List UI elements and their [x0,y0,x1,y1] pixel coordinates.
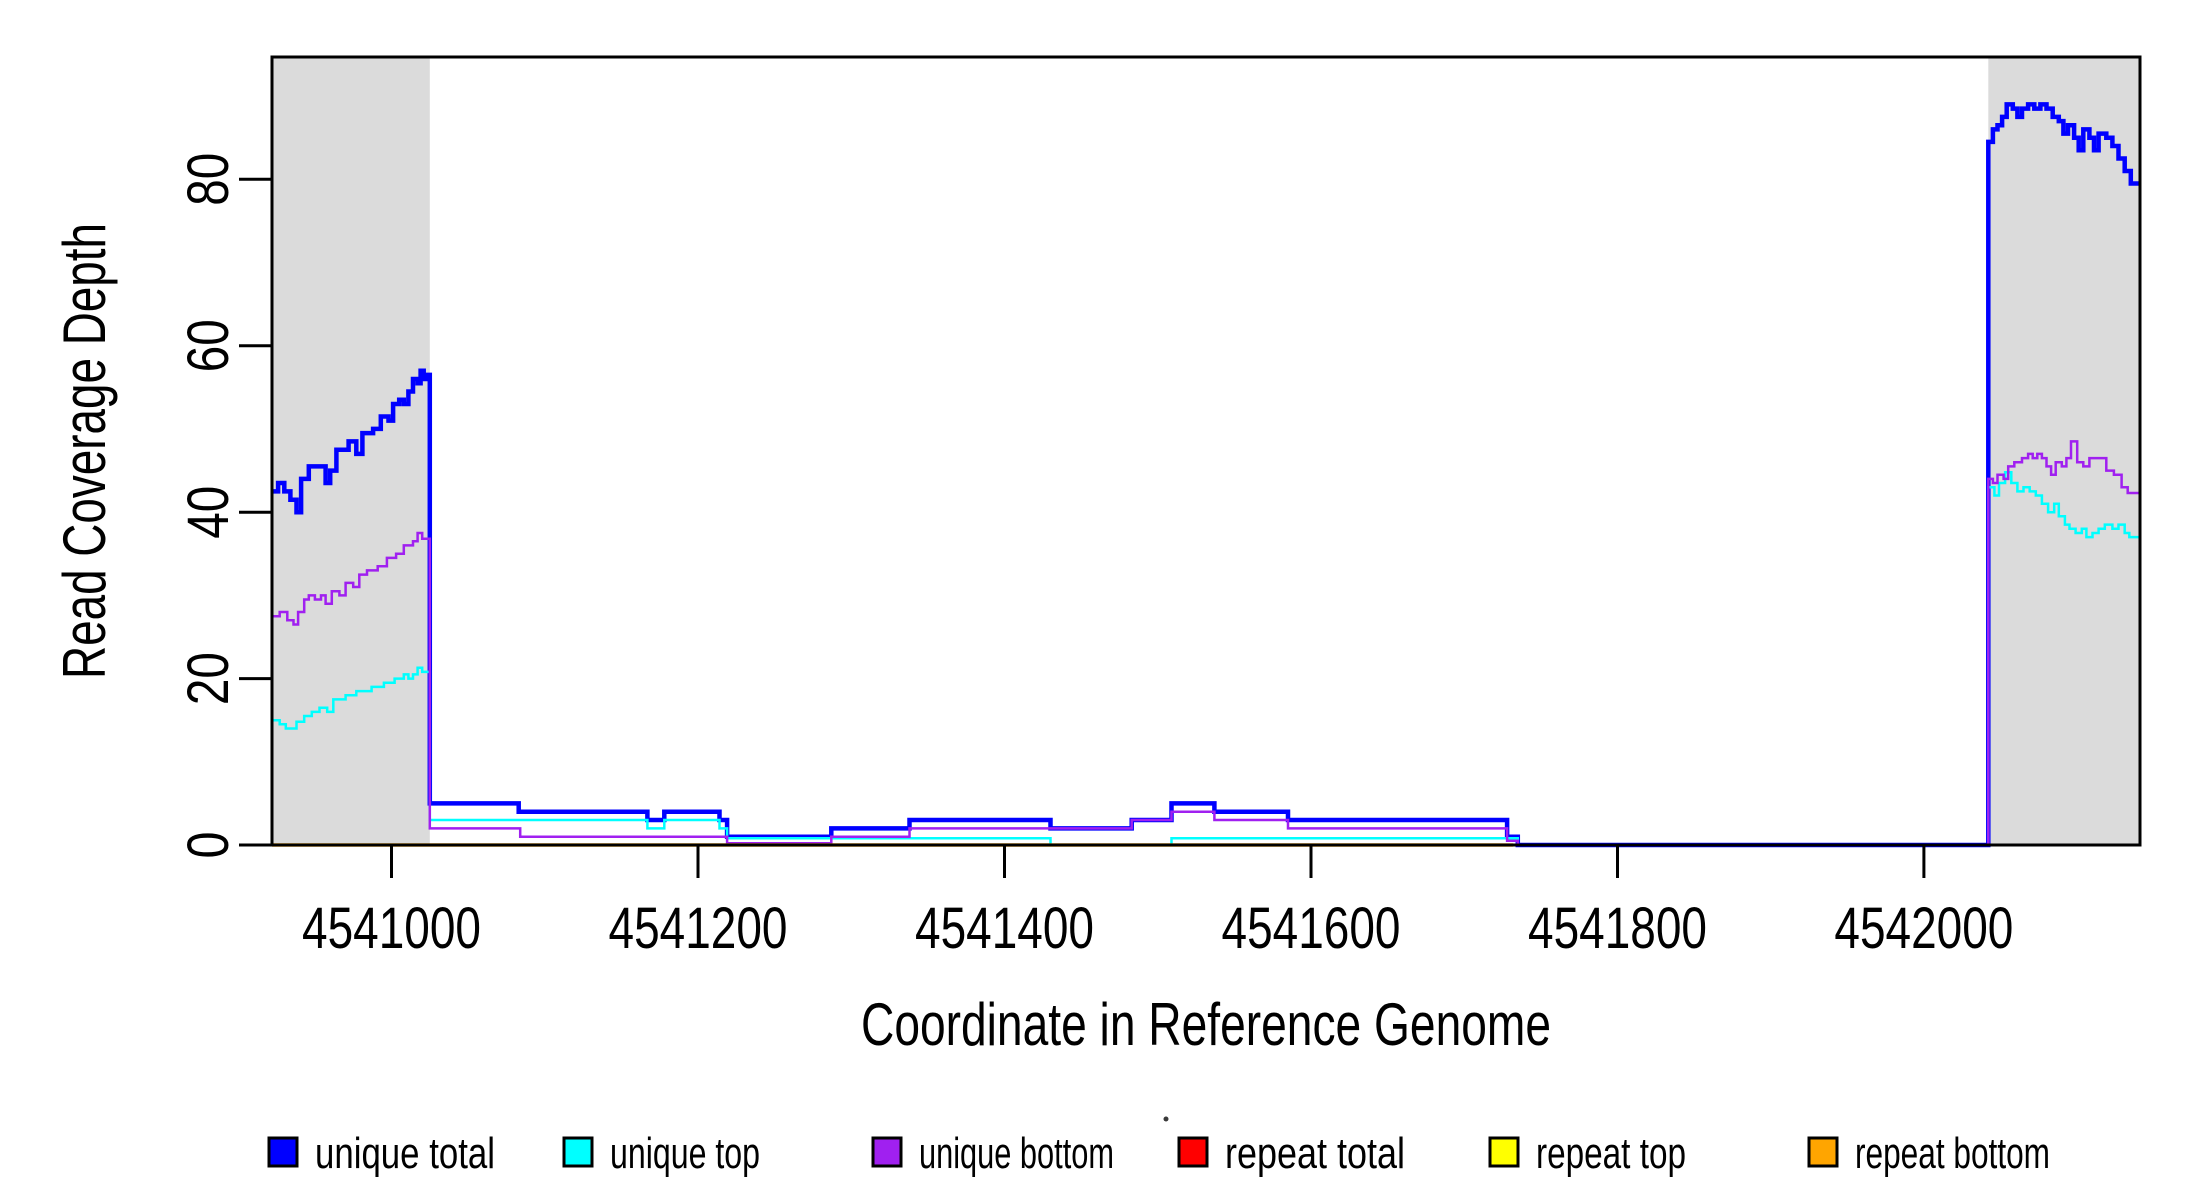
shaded-regions [272,57,2140,845]
legend-item-unique-top: unique top [562,1129,760,1178]
legend-swatch-repeat-top [1488,1136,1520,1168]
legend-label-unique-total: unique total [315,1129,495,1178]
legend-item-unique-total: unique total [267,1129,495,1178]
axes-frame: 4541000 4541200 4541400 4541600 4541800 45420… [176,55,2142,961]
x-tick-label: 4541400 [915,896,1094,961]
legend-item-repeat-top: repeat top [1488,1129,1686,1178]
legend-label-repeat-bottom: repeat bottom [1855,1129,2050,1178]
x-tick-label: 4541000 [302,896,481,961]
legend-label-unique-top: unique top [610,1129,760,1178]
series-unique-top [272,470,2140,847]
legend-swatch-unique-top [562,1136,594,1168]
plot-border [270,55,2142,847]
series-lines [272,102,2140,848]
legend-swatch-repeat-bottom [1807,1136,1839,1168]
series-unique-total [272,102,2140,848]
legend-item-repeat-total: repeat total [1177,1129,1405,1178]
y-tick-label: 80 [176,153,241,206]
y-tick-label: 60 [176,319,241,372]
series-unique-bottom [272,440,2140,847]
legend-label-repeat-top: repeat top [1536,1129,1686,1178]
legend: unique total unique top unique bottom repea… [267,1129,2050,1178]
legend-item-repeat-bottom: repeat bottom [1807,1129,2050,1178]
y-tick-label: 20 [176,652,241,705]
x-axis-title: Coordinate in Reference Genome [861,991,1551,1058]
repeat-shaded-region-1 [272,57,430,845]
x-tick-label: 4542000 [1834,896,2013,961]
repeat-shaded-region-2 [1988,57,2140,845]
y-axis-title: Read Coverage Depth [51,223,118,679]
legend-label-unique-bottom: unique bottom [919,1129,1114,1178]
legend-swatch-unique-bottom [871,1136,903,1168]
x-tick-label: 4541800 [1528,896,1707,961]
x-tick-label: 4541600 [1222,896,1401,961]
legend-item-unique-bottom: unique bottom [871,1129,1114,1178]
y-tick-label: 40 [176,486,241,539]
stray-dot-mark [1163,1116,1169,1122]
legend-swatch-repeat-total [1177,1136,1209,1168]
legend-swatch-unique-total [267,1136,299,1168]
x-tick-label: 4541200 [609,896,788,961]
y-tick-label: 0 [176,832,241,859]
legend-label-repeat-total: repeat total [1225,1129,1405,1178]
